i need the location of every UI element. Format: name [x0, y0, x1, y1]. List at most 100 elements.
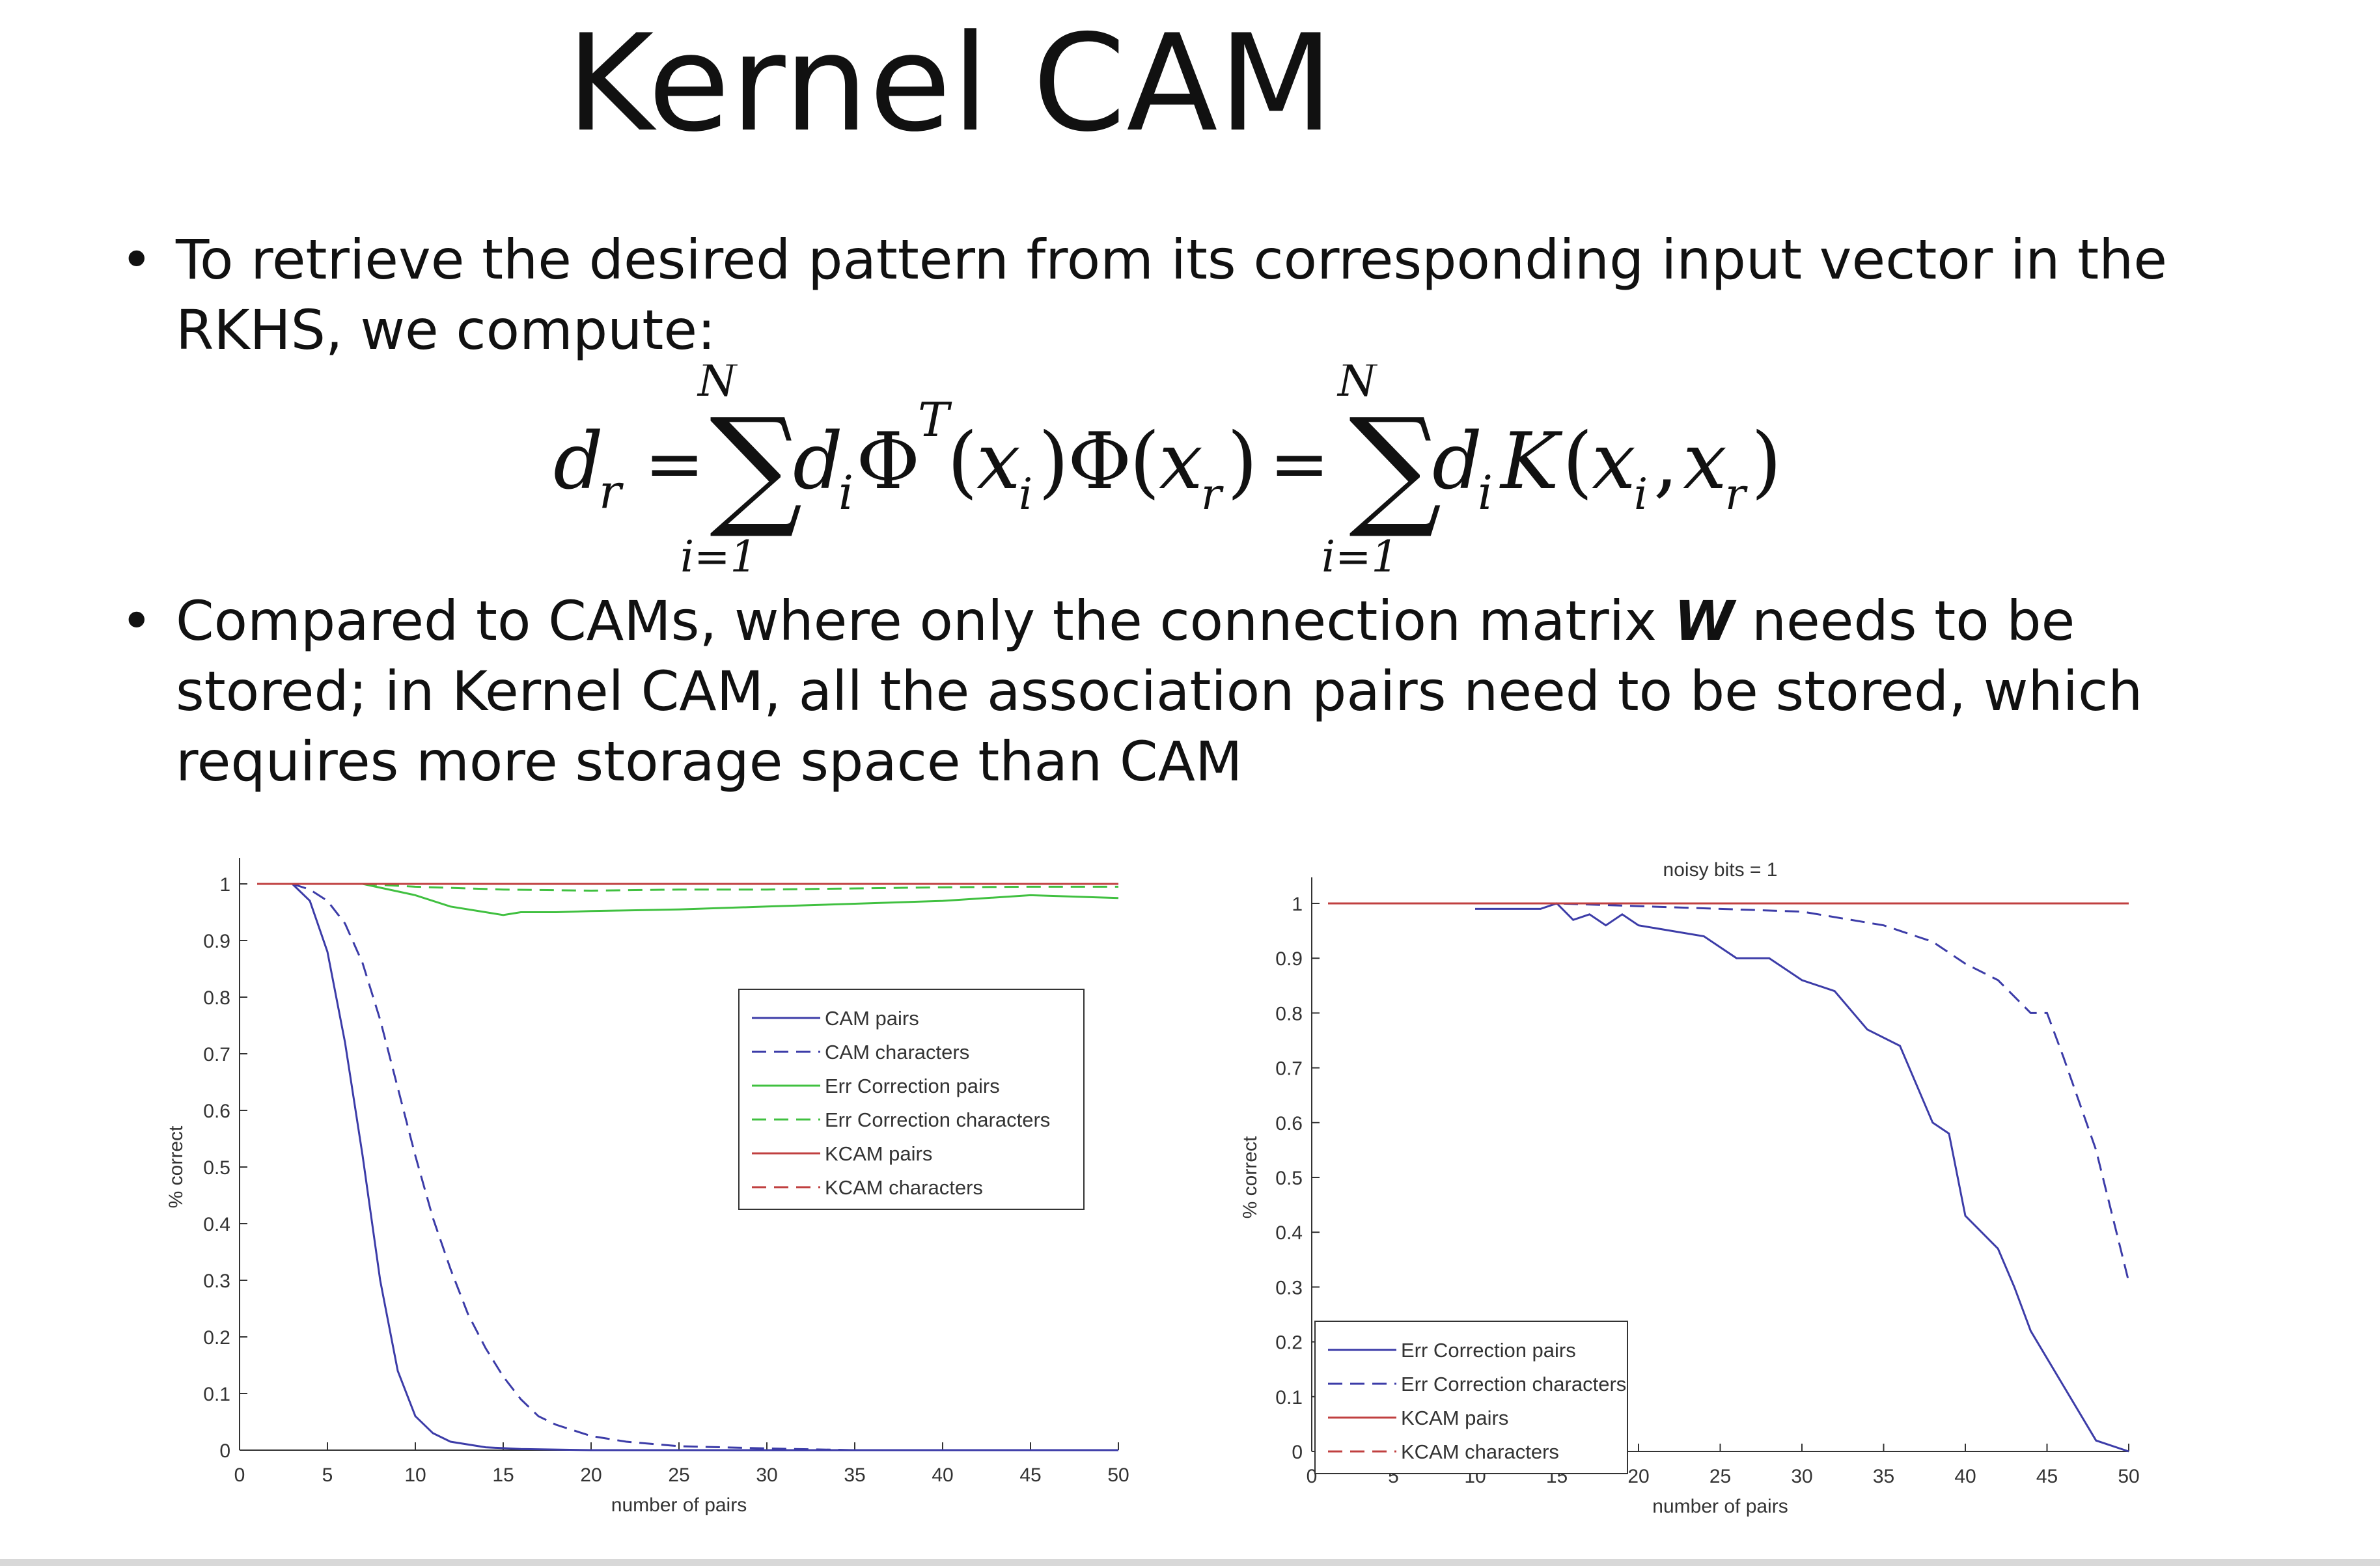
formula-x2-sub: r — [1201, 469, 1224, 519]
x-tick-label: 20 — [580, 1464, 602, 1486]
formula-sum1-lower: i=1 — [680, 532, 757, 579]
y-tick-label: 0.8 — [1275, 1003, 1303, 1024]
bullet-text-post: needs to be stored; in Kernel CAM, all t… — [176, 589, 2143, 793]
formula-rp3: ) — [1751, 417, 1782, 507]
formula-rp1: ) — [1038, 417, 1069, 507]
x-tick-label: 50 — [1107, 1464, 1129, 1486]
y-tick-label: 0.2 — [1275, 1332, 1303, 1354]
legend-label: CAM pairs — [825, 1007, 919, 1030]
x-tick-label: 10 — [404, 1464, 426, 1486]
y-tick-label: 0.3 — [203, 1271, 230, 1292]
legend-label: KCAM characters — [1401, 1440, 1559, 1463]
slide-title: Kernel CAM — [566, 7, 1335, 161]
chart-left: 00.10.20.30.40.50.60.70.80.910 5 10 15 20 25 3… — [165, 858, 1129, 1516]
x-tick-label: 0 — [234, 1464, 245, 1486]
y-tick-label: 1 — [219, 874, 230, 896]
formula-sum1: ∑ — [710, 391, 803, 542]
formula-d-i: d — [793, 417, 843, 507]
formula-x1-sub: i — [1019, 469, 1032, 519]
x-tick-label: 35 — [1873, 1466, 1894, 1487]
formula-phi1: Φ — [856, 417, 920, 507]
x-tick-label: 40 — [1954, 1466, 1976, 1487]
legend-label: Err Correction characters — [825, 1108, 1050, 1131]
x-tick-label: 20 — [1627, 1466, 1649, 1487]
legend-label: KCAM pairs — [1401, 1407, 1508, 1429]
formula-x3: x — [1592, 417, 1636, 507]
y-tick-label: 0.5 — [1275, 1168, 1303, 1189]
formula-eq2: = — [1269, 422, 1329, 505]
x-tick-label: 30 — [1791, 1466, 1812, 1487]
y-tick-label: 0.1 — [1275, 1387, 1303, 1408]
formula-comma: , — [1654, 417, 1678, 507]
y-tick-label: 0.9 — [1275, 948, 1303, 970]
formula-lp3: ( — [1562, 417, 1593, 507]
formula-x3-sub: i — [1634, 469, 1648, 519]
matrix-w-label: W — [1674, 589, 1735, 653]
x-tick-label: 25 — [668, 1464, 689, 1486]
bullet-dot: • — [120, 228, 153, 292]
x-tick-label: 45 — [1019, 1464, 1041, 1486]
legend-label: KCAM characters — [825, 1176, 983, 1199]
bullet-text-pre: Compared to CAMs, where only the connect… — [176, 589, 1674, 653]
series-line-err-correction-characters — [362, 883, 1118, 892]
kernel-cam-formula: d r = N ∑ i=1 d i Φ T ( x i ) Φ ( x r ) … — [553, 364, 1782, 579]
y-tick-label: 0.7 — [203, 1044, 230, 1065]
x-tick-label: 30 — [756, 1464, 777, 1486]
series-line-cam-pairs — [291, 883, 1118, 1451]
formula-d-i2: d — [1432, 417, 1482, 507]
y-tick-label: 0.4 — [203, 1214, 230, 1235]
formula-lhs-sub: r — [599, 464, 624, 519]
legend-box — [1314, 1321, 1628, 1474]
formula-eq1: = — [644, 422, 704, 505]
bullet-text: Compared to CAMs, where only the connect… — [176, 586, 2226, 797]
x-axis-label: number of pairs — [1652, 1496, 1788, 1517]
series-line-cam-characters — [292, 883, 1118, 1451]
y-tick-label: 0.3 — [1275, 1277, 1303, 1298]
bullet-text: To retrieve the desired pattern from its… — [176, 228, 2168, 362]
x-tick-label: 40 — [932, 1464, 953, 1486]
legend-label: KCAM pairs — [825, 1142, 932, 1165]
legend-box — [738, 989, 1085, 1210]
chart-right: noisy bits = 1 0 0.1 0.2 0.3 0.4 0.5 0.6 0.7 0.8 0… — [1239, 859, 2140, 1517]
formula-k: K — [1499, 417, 1563, 507]
legend-label: Err Correction pairs — [825, 1075, 1000, 1097]
formula-d-i2-sub: i — [1478, 465, 1493, 520]
formula-sum1-upper: N — [697, 364, 738, 407]
bottom-bar — [0, 1559, 2380, 1566]
formula-x4: x — [1683, 417, 1727, 507]
y-tick-label: 0.9 — [203, 931, 230, 952]
series-line-err-correction-pairs — [362, 883, 1119, 916]
x-tick-label: 15 — [492, 1464, 514, 1486]
x-tick-label: 5 — [322, 1464, 333, 1486]
formula-x1: x — [976, 417, 1021, 507]
x-tick-label: 35 — [844, 1464, 865, 1486]
formula-sum2-upper: N — [1336, 364, 1378, 407]
formula-phi-sup: T — [918, 392, 952, 447]
formula-x2: x — [1159, 417, 1203, 507]
y-tick-label: 0 — [219, 1440, 230, 1462]
formula-lp1: ( — [947, 417, 978, 507]
formula-sum2-lower: i=1 — [1321, 532, 1398, 579]
x-tick-label: 25 — [1709, 1466, 1731, 1487]
series-line-err-correction-characters — [1475, 902, 2130, 1282]
legend-label: Err Correction pairs — [1401, 1339, 1576, 1362]
y-tick-label: 0.1 — [203, 1384, 230, 1405]
y-axis-label: % correct — [165, 1125, 187, 1208]
y-axis-label: % correct — [1239, 1136, 1261, 1218]
y-tick-label: 0.5 — [203, 1157, 230, 1179]
formula-rp2: ) — [1227, 417, 1258, 507]
chart-title: noisy bits = 1 — [1663, 859, 1778, 881]
formula-x4-sub: r — [1725, 469, 1748, 519]
formula-sum2: ∑ — [1349, 391, 1442, 542]
formula-d-i-sub: i — [838, 465, 853, 520]
y-tick-label: 0.4 — [1275, 1222, 1303, 1244]
x-tick-label: 45 — [2036, 1466, 2058, 1487]
x-axis-label: number of pairs — [611, 1494, 747, 1516]
y-tick-label: 0.7 — [1275, 1058, 1303, 1080]
legend-label: Err Correction characters — [1401, 1373, 1626, 1395]
bullet-dot: • — [120, 589, 153, 653]
y-tick-label: 0.6 — [1275, 1113, 1303, 1134]
formula-phi2: Φ — [1068, 417, 1131, 507]
legend-label: CAM characters — [825, 1041, 969, 1064]
formula-lhs: d — [553, 417, 603, 507]
